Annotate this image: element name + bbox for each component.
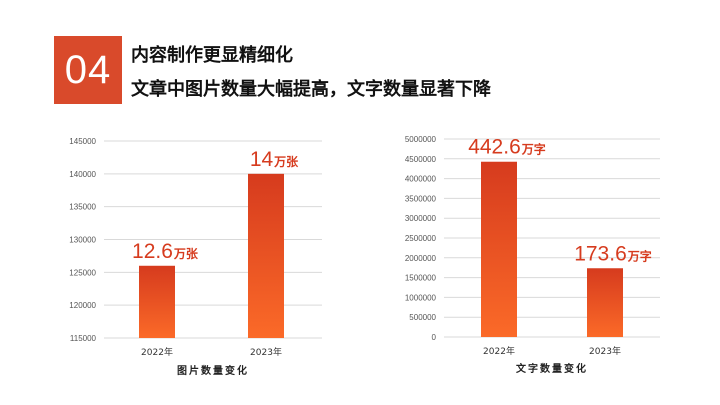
text-y-tick-label: 3000000 [405,214,437,223]
text-data-label: 442.6万字 [468,136,546,159]
image-chart: 115000 120000 125000 130000 135000 140000 1450… [69,137,322,377]
image-y-tick-label: 140000 [69,170,96,179]
text-x-tick-label: 2023年 [589,345,621,357]
text-x-tick-label: 2022年 [483,345,515,357]
image-y-tick-label: 120000 [69,301,96,310]
image-bar-2023年 [248,173,284,338]
text-x-axis-title: 文字数量变化 [516,362,588,375]
text-y-tick-label: 2000000 [405,254,437,263]
text-y-tick-label: 500000 [409,313,436,322]
image-y-tick-label: 135000 [69,203,96,212]
section-subtitle: 文章中图片数量大幅提高，文字数量显著下降 [131,79,491,100]
text-y-tick-label: 5000000 [405,135,437,144]
image-x-tick-label: 2022年 [141,346,173,358]
section-title: 内容制作更显精细化 [131,45,293,66]
image-data-label: 12.6万张 [132,240,199,263]
text-y-tick-label: 1000000 [405,293,437,302]
text-bar-2023年 [587,268,623,337]
image-data-label: 14万张 [250,148,299,171]
text-y-tick-label: 1500000 [405,274,437,283]
image-bar-2022年 [139,265,175,338]
text-y-tick-label: 4500000 [405,155,437,164]
text-y-tick-label: 3500000 [405,194,437,203]
image-y-tick-label: 145000 [69,137,96,146]
image-x-tick-label: 2023年 [250,346,282,358]
text-data-label: 173.6万字 [574,242,652,265]
text-bar-2022年 [481,161,517,337]
image-x-axis-title: 图片数量变化 [177,364,249,377]
image-y-tick-label: 130000 [69,236,96,245]
section-number-badge: 04 [54,36,122,104]
image-y-tick-label: 125000 [69,268,96,277]
image-y-tick-label: 115000 [70,334,97,343]
text-y-tick-label: 0 [432,333,437,342]
text-chart: 0 500000 1000000 1500000 2000000 2500000 30000… [405,135,660,375]
text-y-tick-label: 2500000 [405,234,437,243]
text-y-tick-label: 4000000 [405,175,437,184]
